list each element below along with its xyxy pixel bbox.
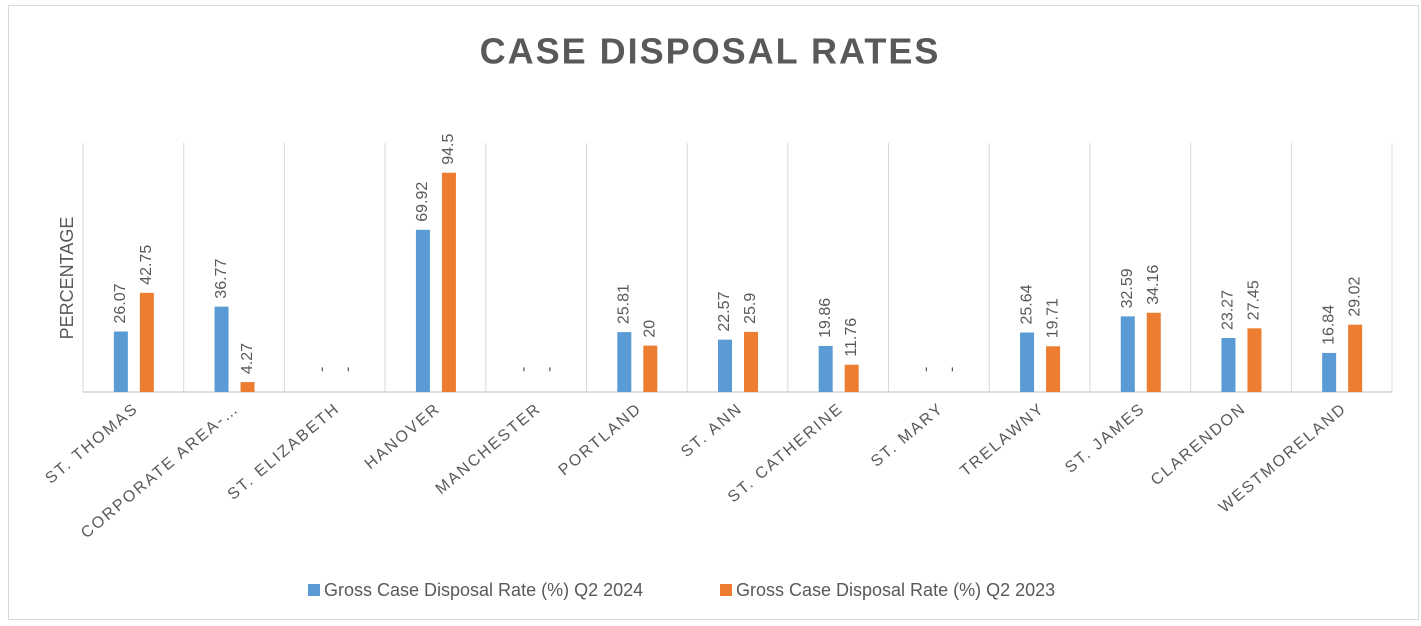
- data-label: 11.76: [843, 318, 860, 357]
- bar: [744, 331, 758, 392]
- bar: [718, 339, 732, 392]
- bar: [1120, 316, 1135, 392]
- data-label: -: [515, 367, 532, 372]
- data-label: -: [541, 367, 558, 372]
- data-label: 23.27: [1220, 290, 1237, 330]
- bar: [1046, 346, 1061, 392]
- bar: [844, 364, 859, 392]
- bar: [1348, 324, 1363, 392]
- data-label: 4.27: [239, 343, 256, 374]
- bar: [1221, 338, 1236, 392]
- y-axis-label: PERCENTAGE: [57, 217, 77, 340]
- data-label: 94.5: [440, 134, 457, 165]
- data-label: 26.07: [112, 283, 129, 323]
- data-label: -: [944, 367, 961, 372]
- chart-title: CASE DISPOSAL RATES: [480, 31, 941, 72]
- data-label: 25.9: [742, 293, 759, 324]
- bar: [441, 172, 456, 392]
- data-label: 34.16: [1145, 265, 1162, 305]
- data-label: 25.64: [1018, 284, 1035, 324]
- bar: [415, 229, 430, 392]
- data-label: -: [339, 367, 356, 372]
- data-label: 27.45: [1246, 280, 1263, 320]
- data-label: 32.59: [1119, 268, 1136, 308]
- bar: [818, 345, 833, 392]
- data-label: 42.75: [138, 245, 155, 285]
- bar: [113, 331, 128, 392]
- data-label: 29.02: [1346, 277, 1363, 317]
- bar: [240, 382, 255, 392]
- legend-label: Gross Case Disposal Rate (%) Q2 2023: [736, 580, 1055, 600]
- bar: [214, 306, 229, 392]
- data-label: 16.84: [1320, 305, 1337, 345]
- bar: [1247, 328, 1262, 392]
- legend-swatch: [720, 584, 732, 596]
- data-label: 36.77: [213, 259, 230, 299]
- data-label: 69.92: [414, 182, 431, 222]
- data-label: -: [918, 367, 935, 372]
- data-label: 19.86: [817, 298, 834, 338]
- data-label: 25.81: [616, 284, 633, 324]
- chart-border: [8, 5, 1419, 620]
- data-label: 20: [642, 320, 659, 338]
- bar: [617, 332, 632, 392]
- bar: [643, 345, 658, 392]
- bar: [1020, 332, 1035, 392]
- bar: [139, 292, 154, 392]
- legend-label: Gross Case Disposal Rate (%) Q2 2024: [324, 580, 643, 600]
- legend-swatch: [308, 584, 320, 596]
- bar: [1322, 352, 1337, 392]
- data-label: 22.57: [716, 291, 733, 331]
- bar: [1146, 312, 1161, 392]
- data-label: 19.71: [1044, 298, 1061, 338]
- data-label: -: [313, 367, 330, 372]
